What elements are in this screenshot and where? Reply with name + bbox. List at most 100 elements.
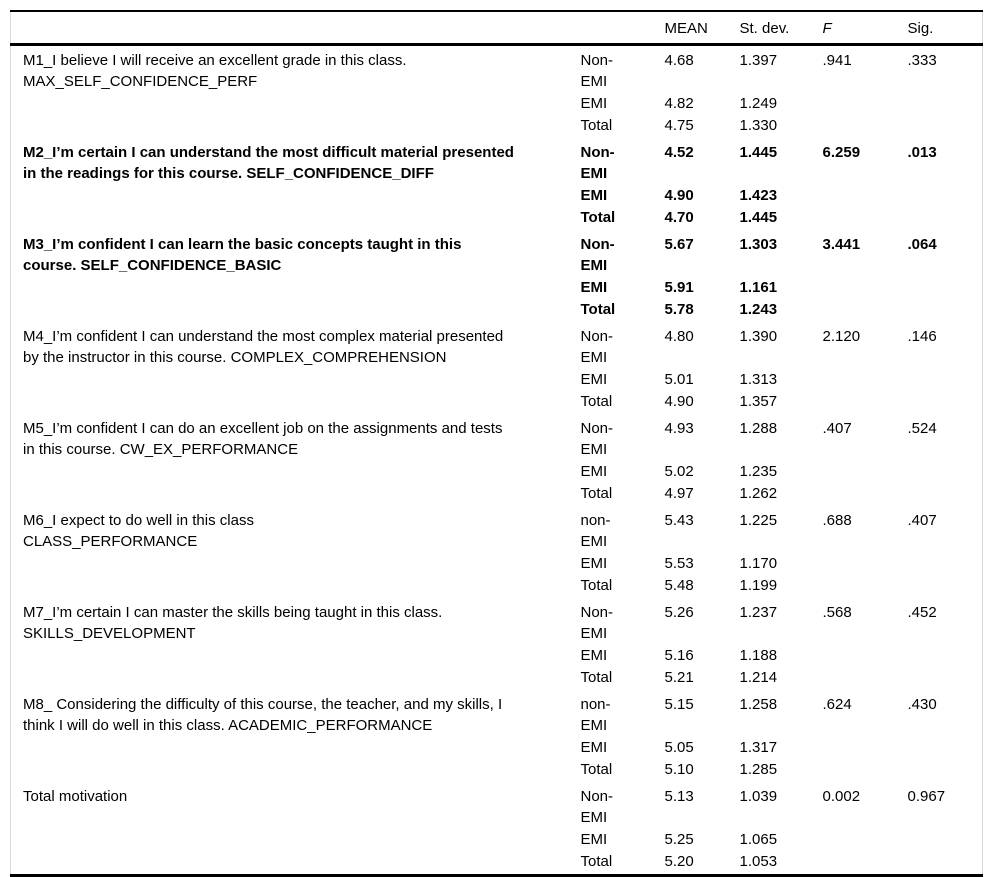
stdev-value: 1.357 — [739, 393, 778, 410]
table-body: M1_I believe I will receive an excellent… — [11, 45, 983, 876]
stdev-value: 1.397 — [739, 52, 778, 69]
group-label: non- EMI — [580, 512, 611, 550]
group-label: Total — [580, 669, 613, 686]
table-row: EMI 5.25 1.065 — [11, 828, 983, 850]
table-row: EMI 5.02 1.235 — [11, 460, 983, 482]
stdev-value: 1.188 — [739, 647, 778, 664]
item-label: M1_I believe I will receive an excellent… — [23, 52, 407, 90]
table-row: Total 5.10 1.285 — [11, 758, 983, 782]
table-row: EMI 5.05 1.317 — [11, 736, 983, 758]
table-row: EMI 5.01 1.313 — [11, 368, 983, 390]
mean-value: 5.15 — [664, 696, 694, 713]
mean-value: 5.43 — [664, 512, 694, 529]
table-row: M5_I’m confident I can do an excellent j… — [11, 414, 983, 460]
stdev-value: 1.262 — [739, 485, 778, 502]
mean-value: 5.48 — [664, 577, 694, 594]
sig-value: .146 — [907, 328, 937, 345]
mean-value: 5.16 — [664, 647, 694, 664]
table-row: Total 4.70 1.445 — [11, 206, 983, 230]
mean-value: 4.80 — [664, 328, 694, 345]
group-label: Total — [580, 761, 613, 778]
f-value: 3.441 — [822, 236, 861, 253]
stdev-value: 1.390 — [739, 328, 778, 345]
group-label: EMI — [580, 647, 608, 664]
col-header-mean: MEAN — [655, 11, 731, 46]
mean-value: 5.78 — [664, 301, 694, 318]
mean-value: 4.93 — [664, 420, 694, 437]
group-label: EMI — [580, 739, 608, 756]
table-row: EMI 4.90 1.423 — [11, 184, 983, 206]
motivation-anova-table: MEAN St. dev. F Sig. M1_I believe I will… — [10, 10, 983, 877]
group-label: Total — [580, 117, 613, 134]
mean-value: 5.05 — [664, 739, 694, 756]
table-row: EMI 5.91 1.161 — [11, 276, 983, 298]
mean-value: 4.75 — [664, 117, 694, 134]
mean-value: 5.02 — [664, 463, 694, 480]
mean-value: 5.67 — [664, 236, 694, 253]
group-label: EMI — [580, 463, 608, 480]
sig-value: .064 — [907, 236, 937, 253]
item-label: M5_I’m confident I can do an excellent j… — [23, 420, 503, 458]
mean-value: 4.82 — [664, 95, 694, 112]
sig-value: .013 — [907, 144, 937, 161]
table-header: MEAN St. dev. F Sig. — [10, 11, 983, 46]
stdev-value: 1.303 — [739, 236, 778, 253]
group-label: Total — [580, 485, 613, 502]
stdev-value: 1.313 — [739, 371, 778, 388]
stdev-value: 1.235 — [739, 463, 778, 480]
stdev-value: 1.170 — [739, 555, 778, 572]
group-label: Total — [580, 393, 613, 410]
stdev-value: 1.330 — [739, 117, 778, 134]
table-row: Total 4.97 1.262 — [11, 482, 983, 506]
mean-value: 4.97 — [664, 485, 694, 502]
stdev-value: 1.199 — [739, 577, 778, 594]
stdev-value: 1.249 — [739, 95, 778, 112]
group-label: Non- EMI — [580, 788, 614, 826]
group-label: Total — [580, 301, 616, 318]
table-row: EMI 4.82 1.249 — [11, 92, 983, 114]
stdev-value: 1.065 — [739, 831, 778, 848]
mean-value: 4.52 — [664, 144, 694, 161]
sig-value: 0.967 — [907, 788, 946, 805]
col-header-stdev: St. dev. — [730, 11, 814, 46]
mean-value: 5.91 — [664, 279, 694, 296]
table-row: M7_I’m certain I can master the skills b… — [11, 598, 983, 644]
f-value: 0.002 — [822, 788, 861, 805]
f-value: .624 — [822, 696, 852, 713]
table-row: Total 4.90 1.357 — [11, 390, 983, 414]
stdev-value: 1.225 — [739, 512, 778, 529]
col-header-sig: Sig. — [898, 11, 983, 46]
mean-value: 4.68 — [664, 52, 694, 69]
mean-value: 5.10 — [664, 761, 694, 778]
header-row: MEAN St. dev. F Sig. — [10, 11, 983, 46]
table-row: M6_I expect to do well in this class CLA… — [11, 506, 983, 552]
table-row: Total 4.75 1.330 — [11, 114, 983, 138]
stdev-value: 1.161 — [739, 279, 778, 296]
item-label: M2_I’m certain I can understand the most… — [23, 144, 514, 182]
mean-value: 5.01 — [664, 371, 694, 388]
stdev-value: 1.237 — [739, 604, 778, 621]
sig-value: .524 — [907, 420, 937, 437]
item-label: M3_I’m confident I can learn the basic c… — [23, 236, 462, 274]
group-label: non- EMI — [580, 696, 611, 734]
group-label: EMI — [580, 831, 608, 848]
table-row: Total motivation Non- EMI 5.13 1.039 0.002 0.… — [11, 782, 983, 828]
col-header-f: F — [813, 11, 899, 46]
table-row: M1_I believe I will receive an excellent… — [11, 45, 983, 93]
stdev-value: 1.243 — [739, 301, 778, 318]
stdev-value: 1.445 — [739, 144, 778, 161]
mean-value: 5.25 — [664, 831, 694, 848]
stdev-value: 1.423 — [739, 187, 778, 204]
group-label: EMI — [580, 371, 608, 388]
mean-value: 4.70 — [664, 209, 694, 226]
f-value: 2.120 — [822, 328, 861, 345]
group-label: EMI — [580, 187, 608, 204]
table-row: Total 5.20 1.053 — [11, 850, 983, 876]
mean-value: 5.21 — [664, 669, 694, 686]
stdev-value: 1.053 — [739, 853, 778, 870]
group-label: EMI — [580, 555, 608, 572]
table-row: M2_I’m certain I can understand the most… — [11, 138, 983, 184]
col-header-group — [570, 11, 656, 46]
f-value: 6.259 — [822, 144, 861, 161]
